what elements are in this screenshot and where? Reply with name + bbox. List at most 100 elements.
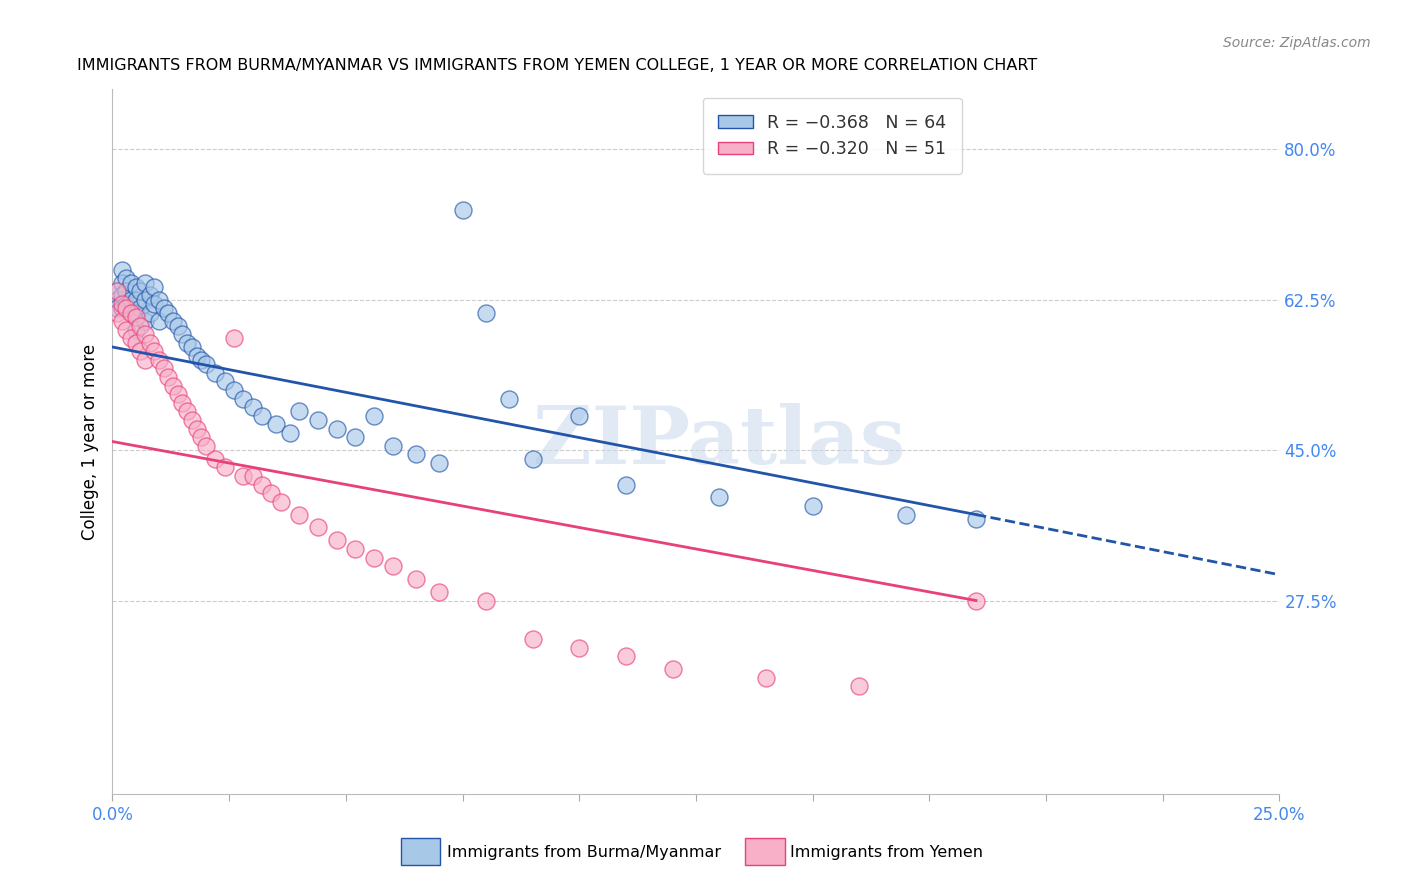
- Point: [965, 512, 987, 526]
- Point: [801, 499, 824, 513]
- Point: [307, 520, 329, 534]
- Point: [307, 413, 329, 427]
- Point: [427, 585, 450, 599]
- Point: [125, 323, 148, 337]
- Point: [214, 460, 236, 475]
- Point: [129, 318, 152, 333]
- Point: [405, 447, 427, 461]
- Point: [222, 383, 245, 397]
- Point: [381, 559, 404, 574]
- Point: [214, 375, 236, 389]
- Point: [427, 456, 450, 470]
- Point: [451, 202, 474, 217]
- Point: [134, 352, 156, 367]
- Point: [148, 352, 170, 367]
- Point: [148, 293, 170, 307]
- Point: [344, 430, 367, 444]
- Point: [153, 301, 176, 316]
- Point: [139, 288, 162, 302]
- Point: [242, 469, 264, 483]
- Point: [250, 409, 273, 423]
- Point: [111, 314, 134, 328]
- Point: [363, 409, 385, 423]
- Point: [242, 400, 264, 414]
- Point: [162, 378, 184, 392]
- Point: [115, 301, 138, 316]
- Point: [120, 305, 142, 319]
- Point: [204, 366, 226, 380]
- Point: [129, 301, 152, 316]
- Text: IMMIGRANTS FROM BURMA/MYANMAR VS IMMIGRANTS FROM YEMEN COLLEGE, 1 YEAR OR MORE C: IMMIGRANTS FROM BURMA/MYANMAR VS IMMIGRA…: [77, 58, 1038, 73]
- Point: [148, 314, 170, 328]
- Point: [848, 680, 870, 694]
- Legend: R = −0.368   N = 64, R = −0.320   N = 51: R = −0.368 N = 64, R = −0.320 N = 51: [703, 98, 962, 174]
- Point: [250, 477, 273, 491]
- Point: [568, 409, 591, 423]
- Point: [105, 284, 128, 298]
- Point: [325, 422, 347, 436]
- Point: [522, 451, 544, 466]
- Point: [475, 305, 498, 319]
- Point: [614, 649, 637, 664]
- Point: [288, 508, 311, 522]
- Point: [125, 310, 148, 324]
- Point: [153, 361, 176, 376]
- Point: [186, 422, 208, 436]
- Point: [278, 425, 301, 440]
- Point: [134, 293, 156, 307]
- Point: [115, 297, 138, 311]
- Point: [134, 327, 156, 342]
- Point: [166, 387, 188, 401]
- Point: [194, 357, 217, 371]
- Point: [105, 284, 128, 298]
- Point: [125, 293, 148, 307]
- Point: [190, 430, 212, 444]
- Text: Immigrants from Burma/Myanmar: Immigrants from Burma/Myanmar: [447, 846, 721, 860]
- Point: [475, 593, 498, 607]
- Y-axis label: College, 1 year or more: College, 1 year or more: [80, 343, 98, 540]
- Point: [264, 417, 287, 432]
- Point: [120, 293, 142, 307]
- Point: [661, 662, 683, 676]
- Point: [260, 486, 283, 500]
- Point: [190, 352, 212, 367]
- Point: [105, 301, 128, 316]
- Point: [180, 413, 202, 427]
- Point: [105, 293, 128, 307]
- Point: [111, 301, 134, 316]
- Point: [270, 494, 292, 508]
- Point: [176, 404, 198, 418]
- Point: [115, 323, 138, 337]
- Point: [204, 451, 226, 466]
- Point: [120, 331, 142, 345]
- Point: [232, 469, 254, 483]
- Point: [143, 297, 166, 311]
- Point: [129, 284, 152, 298]
- Point: [139, 335, 162, 350]
- Point: [965, 593, 987, 607]
- Point: [111, 297, 134, 311]
- Point: [157, 305, 180, 319]
- Point: [755, 671, 778, 685]
- Point: [143, 344, 166, 359]
- Point: [194, 439, 217, 453]
- Point: [111, 262, 134, 277]
- Point: [405, 572, 427, 586]
- Point: [125, 280, 148, 294]
- Point: [157, 370, 180, 384]
- Point: [325, 533, 347, 548]
- Point: [120, 305, 142, 319]
- Point: [125, 305, 148, 319]
- Point: [614, 477, 637, 491]
- Point: [139, 305, 162, 319]
- Point: [288, 404, 311, 418]
- Point: [162, 314, 184, 328]
- Point: [120, 276, 142, 290]
- Point: [111, 288, 134, 302]
- Point: [222, 331, 245, 345]
- Point: [894, 508, 917, 522]
- Point: [105, 305, 128, 319]
- Point: [143, 280, 166, 294]
- Point: [186, 349, 208, 363]
- Point: [344, 541, 367, 556]
